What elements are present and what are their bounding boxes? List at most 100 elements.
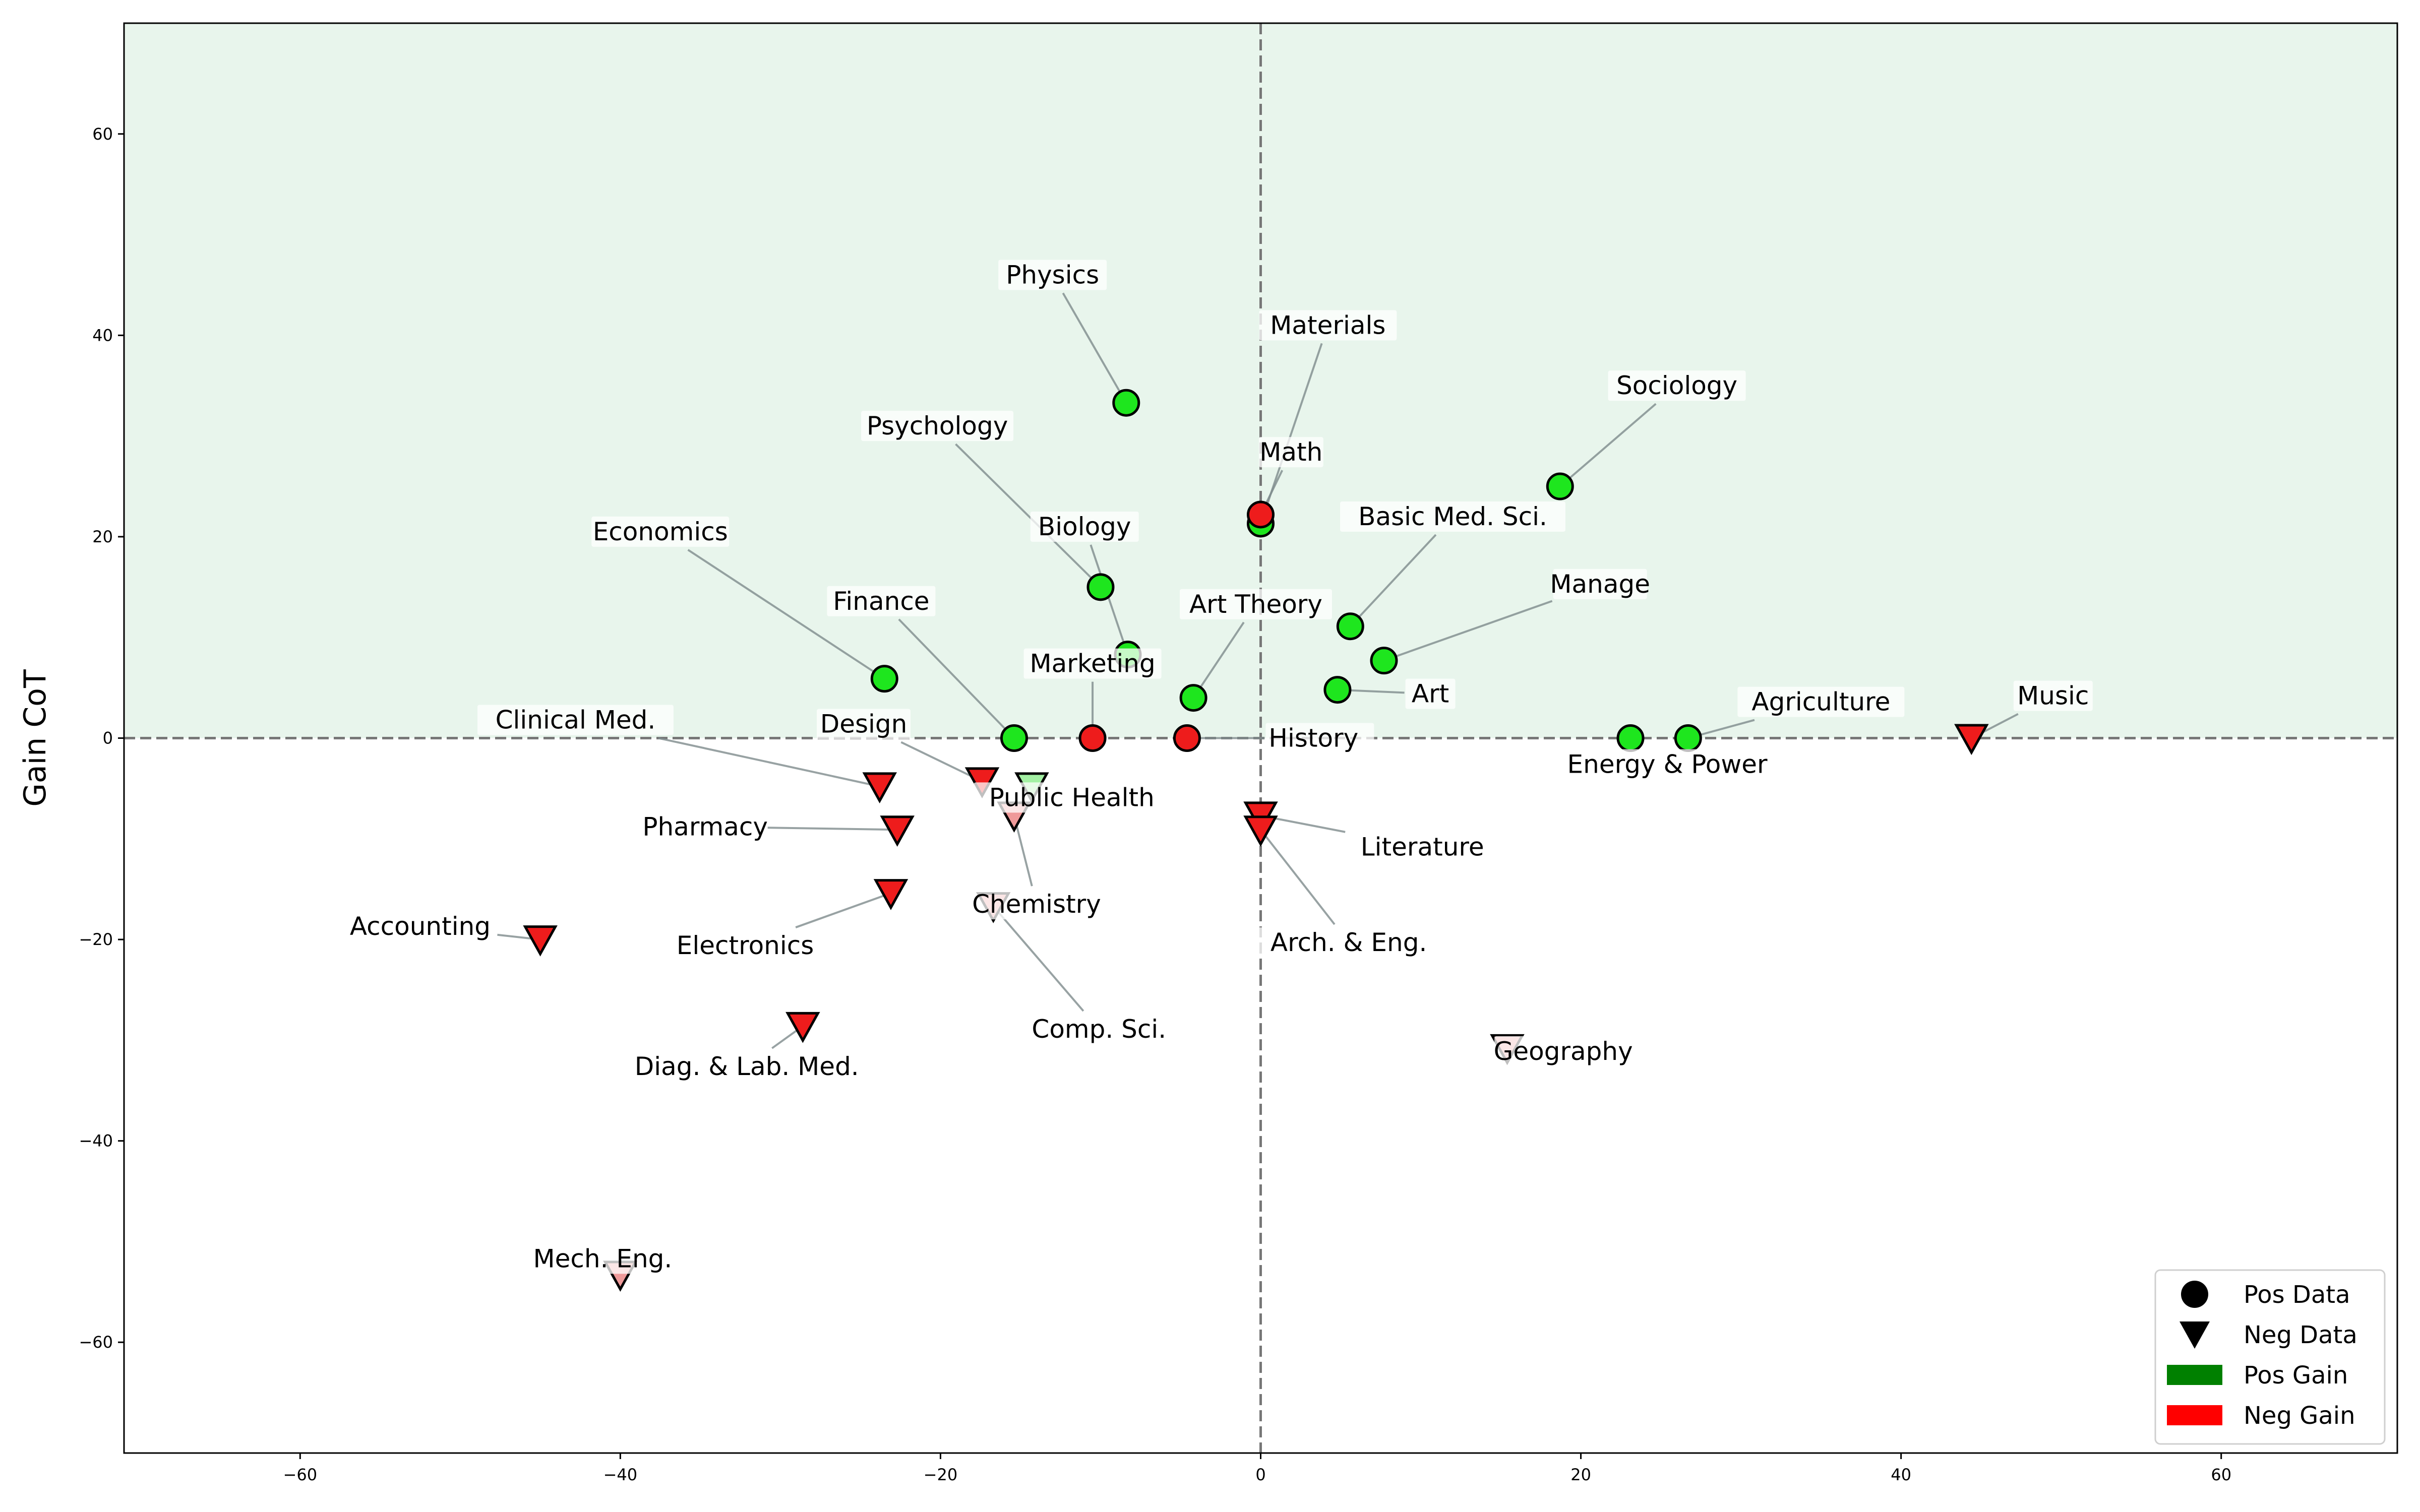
leader-line: [1559, 403, 1657, 487]
point-label: Art Theory: [1189, 590, 1322, 619]
leader-line: [1062, 292, 1127, 404]
circle-marker: [1674, 724, 1702, 752]
label-background: [1737, 686, 1905, 717]
legend-neg-gain-patch: [2167, 1405, 2222, 1425]
triangle-marker: [523, 925, 558, 957]
leader-line: [1383, 600, 1553, 662]
triangle-marker: [862, 772, 897, 804]
label-background: [619, 1051, 874, 1082]
triangle-marker: [964, 767, 1000, 799]
leader-line: [767, 827, 897, 831]
point-label: Basic Med. Sci.: [1358, 502, 1547, 531]
legend-pos-gain-patch: [2167, 1365, 2222, 1385]
point-label: Public Health: [989, 783, 1155, 812]
leader-line: [1090, 544, 1129, 655]
point-label: Music: [2017, 681, 2089, 711]
y-tick-label: 20: [92, 527, 113, 546]
point-label: Manage: [1550, 570, 1650, 599]
circle-marker: [870, 665, 898, 693]
point-label: Materials: [1270, 310, 1385, 340]
leader-lines: [497, 292, 2019, 1049]
x-tick-label: −60: [283, 1465, 318, 1484]
circle-marker: [1112, 389, 1140, 417]
point-label: Sociology: [1616, 371, 1737, 400]
point-labels: Physics Materials Math Sociology Psychology B…: [344, 260, 2093, 1274]
label-background: [344, 911, 497, 942]
x-tick-label: 20: [1570, 1465, 1591, 1484]
leader-line: [1192, 621, 1245, 699]
axis-ticks: −60 −40 −20 0 20 40 60 −60 −40 −20 0 20 40 60: [79, 124, 2231, 1484]
legend-triangle-icon: [2180, 1321, 2210, 1349]
label-background: [1259, 310, 1397, 341]
point-label: Finance: [833, 587, 929, 616]
point-label: Agriculture: [1751, 687, 1890, 717]
point-label: Marketing: [1030, 649, 1155, 678]
label-background: [1258, 927, 1440, 958]
point-label: History: [1268, 724, 1358, 753]
label-background: [1553, 569, 1647, 599]
point-label: Diag. & Lab. Med.: [635, 1052, 859, 1081]
y-tick-label: −40: [79, 1131, 113, 1151]
triangle-marker: [785, 1012, 820, 1043]
point-label: Comp. Sci.: [1032, 1015, 1166, 1044]
legend-label: Pos Gain: [2244, 1361, 2348, 1390]
x-tick-label: −20: [924, 1465, 958, 1484]
label-background: [591, 516, 730, 547]
point-label: Arch. & Eng.: [1270, 928, 1427, 957]
point-label: Geography: [1494, 1037, 1633, 1066]
label-background: [477, 705, 674, 735]
triangle-marker: [1954, 724, 1989, 755]
circle-marker: [1078, 724, 1107, 752]
y-tick-label: 60: [92, 124, 113, 144]
point-label: Chemistry: [972, 890, 1101, 919]
circle-marker: [1000, 724, 1028, 752]
leader-line: [795, 892, 891, 928]
leader-line: [687, 549, 885, 680]
label-background: [1023, 648, 1162, 679]
label-background: [526, 1243, 679, 1274]
label-background: [643, 811, 767, 842]
legend-box: [2154, 1269, 2386, 1445]
y-tick-label: −60: [79, 1333, 113, 1352]
label-background: [1258, 437, 1323, 468]
point-label: Psychology: [867, 411, 1008, 440]
label-background: [1562, 749, 1773, 780]
label-background: [817, 709, 911, 739]
y-axis-title: Gain CoT: [18, 669, 53, 807]
point-label: Biology: [1038, 512, 1131, 541]
leader-line: [900, 741, 983, 783]
point-label: Literature: [1361, 832, 1484, 861]
label-background: [1179, 589, 1332, 619]
leader-line: [1259, 829, 1336, 925]
point-label: Clinical Med.: [496, 706, 656, 735]
label-background: [861, 411, 1014, 442]
x-tick-label: −40: [603, 1465, 638, 1484]
point-label: Math: [1259, 437, 1322, 467]
y-tick-label: 40: [92, 326, 113, 345]
legend-label: Pos Data: [2244, 1281, 2350, 1309]
point-label: Mech. Eng.: [533, 1244, 673, 1273]
label-background: [2013, 680, 2093, 711]
label-background: [1265, 723, 1374, 753]
legend-label: Neg Data: [2244, 1321, 2357, 1349]
x-tick-label: 0: [1255, 1465, 1265, 1484]
legend-label: Neg Gain: [2244, 1402, 2355, 1430]
label-background: [1494, 1036, 1632, 1066]
circle-marker: [1336, 612, 1364, 641]
triangle-marker: [873, 879, 909, 910]
x-tick-label: 60: [2211, 1465, 2231, 1484]
circle-marker: [1616, 724, 1645, 752]
legend-circle-icon: [2181, 1281, 2208, 1308]
leader-line: [658, 737, 880, 788]
leader-line: [1013, 815, 1033, 887]
label-background: [827, 586, 936, 616]
point-label: Economics: [593, 517, 728, 546]
triangle-marker: [880, 815, 915, 847]
point-label: Physics: [1006, 260, 1099, 289]
triangle-marker: [1243, 815, 1278, 847]
point-label: Design: [820, 710, 908, 739]
point-label: Energy & Power: [1567, 749, 1768, 779]
circle-marker: [1247, 500, 1275, 529]
circle-marker: [1370, 647, 1398, 675]
